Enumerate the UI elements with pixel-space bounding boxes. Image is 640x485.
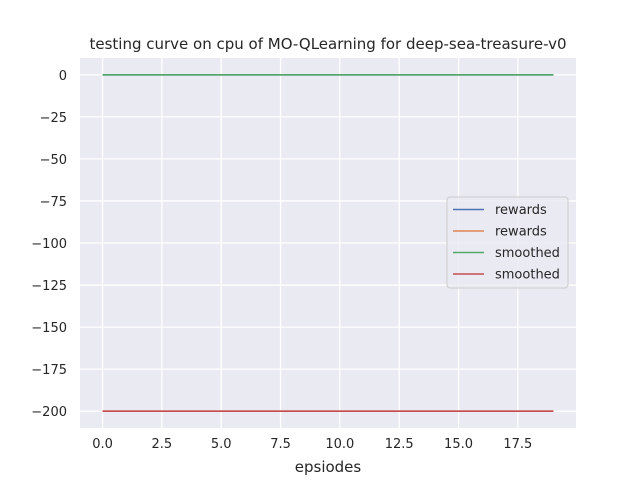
- y-tick-label: −25: [40, 111, 67, 126]
- y-tick-label: −75: [40, 195, 67, 210]
- legend-label: smoothed: [495, 268, 560, 283]
- x-tick-label: 2.5: [152, 437, 173, 452]
- legend-box: [446, 196, 569, 289]
- legend-label: rewards: [495, 203, 547, 218]
- x-axis-label: epsiodes: [295, 458, 362, 476]
- x-tick-label: 0.0: [92, 437, 113, 452]
- legend-label: rewards: [495, 225, 547, 240]
- x-tick-label: 15.0: [444, 437, 473, 452]
- x-tick-label: 17.5: [503, 437, 532, 452]
- y-tick-label: −175: [31, 363, 67, 378]
- series-lines: [102, 74, 554, 412]
- y-tick-label: −150: [31, 321, 67, 336]
- x-tick-label: 12.5: [385, 437, 414, 452]
- y-tick-label: −50: [40, 153, 67, 168]
- chart-title: testing curve on cpu of MO-QLearning for…: [89, 35, 566, 53]
- y-tick-label: −100: [31, 237, 67, 252]
- legend-label: smoothed: [495, 246, 560, 261]
- x-tick-label: 5.0: [211, 437, 232, 452]
- y-tick-label: 0: [59, 69, 67, 84]
- y-tick-label: −200: [31, 405, 67, 420]
- tick-labels: 0.0 2.5 5.0 7.5 10.0 12.5 15.0 17.5 0 −25 −50 −75 −1…: [31, 69, 532, 452]
- y-tick-label: −125: [31, 279, 67, 294]
- legend: rewards rewards smoothed smoothed: [446, 196, 569, 289]
- x-tick-label: 10.0: [325, 437, 354, 452]
- x-tick-label: 7.5: [270, 437, 291, 452]
